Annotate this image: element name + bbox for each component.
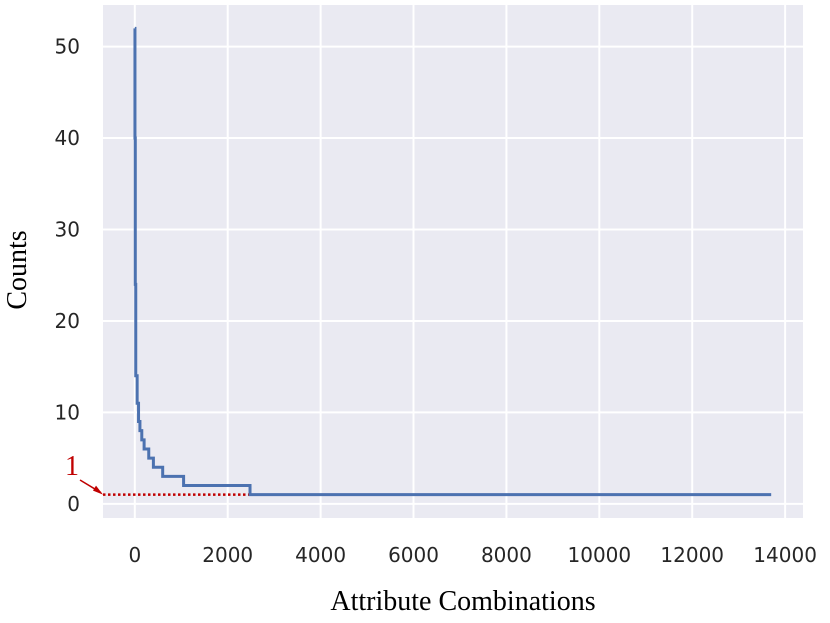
x-tick-label: 12000 — [660, 543, 724, 567]
annotation-arrowhead — [93, 485, 103, 495]
annotation-text: 1 — [65, 451, 79, 482]
x-axis-label: Attribute Combinations — [330, 586, 595, 617]
x-tick-label: 8000 — [481, 543, 532, 567]
x-tick-label: 0 — [128, 543, 141, 567]
plot-area — [103, 5, 803, 518]
x-tick-label: 14000 — [753, 543, 817, 567]
x-tick-label: 2000 — [202, 543, 253, 567]
y-tick-label: 0 — [67, 492, 80, 516]
y-axis-label: Counts — [2, 230, 33, 309]
y-tick-label: 10 — [55, 400, 80, 424]
y-tick-label: 40 — [55, 126, 80, 150]
y-tick-label: 30 — [55, 217, 80, 241]
y-tick-label: 20 — [55, 309, 80, 333]
x-tick-label: 6000 — [388, 543, 439, 567]
x-tick-label: 4000 — [295, 543, 346, 567]
line — [133, 26, 772, 497]
x-tick-label: 10000 — [568, 543, 632, 567]
y-tick-label: 50 — [55, 35, 80, 59]
